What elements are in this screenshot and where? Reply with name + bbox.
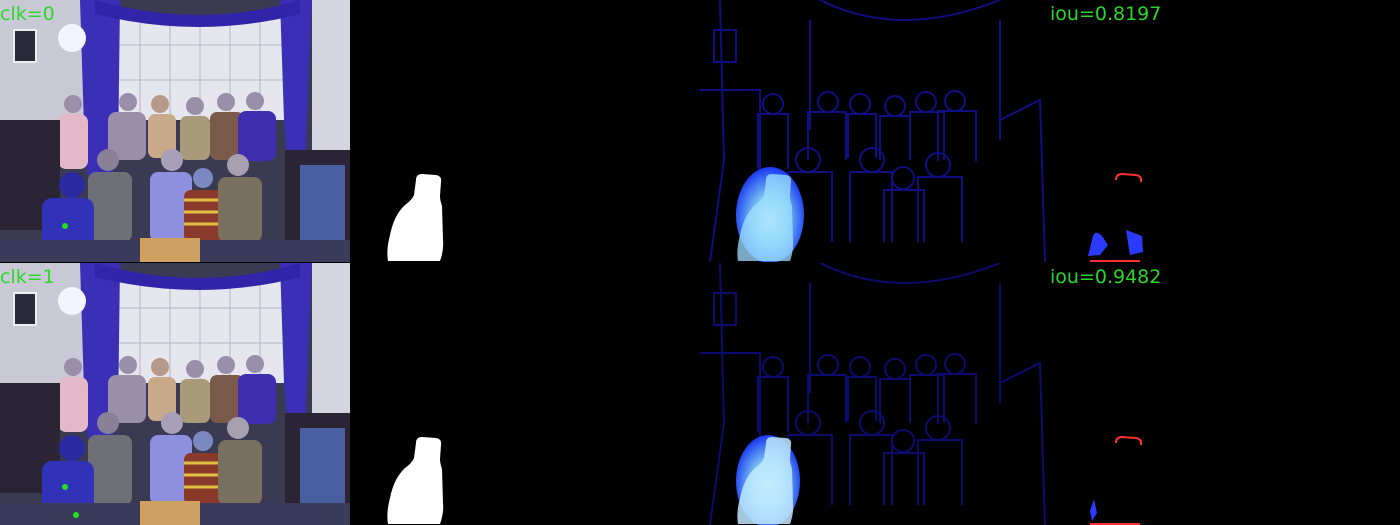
ground-truth-mask-panel xyxy=(350,263,700,525)
probability-heatmap-panel xyxy=(700,263,1050,525)
input-photo-panel: clk=0 xyxy=(0,0,350,262)
mask-silhouette xyxy=(350,0,700,262)
heatmap-image xyxy=(700,263,1050,525)
clicks-label: clk=1 xyxy=(0,266,55,288)
error-map-image xyxy=(1050,0,1400,262)
error-map-panel: iou=0.9482 xyxy=(1050,263,1400,525)
input-photo-panel: clk=1 xyxy=(0,263,350,525)
family-photo xyxy=(0,0,350,262)
click-point xyxy=(73,512,79,518)
probability-heatmap-panel xyxy=(700,0,1050,262)
iou-label: iou=0.9482 xyxy=(1050,266,1162,288)
error-map-panel: iou=0.8197 xyxy=(1050,0,1400,262)
clicks-label: clk=0 xyxy=(0,3,55,25)
mask-silhouette xyxy=(350,263,700,525)
click-point xyxy=(62,223,68,229)
error-map-image xyxy=(1050,263,1400,525)
row-clicks-1: clk=1 xyxy=(0,263,1400,525)
click-point xyxy=(62,484,68,490)
heatmap-image xyxy=(700,0,1050,262)
row-clicks-0: clk=0 xyxy=(0,0,1400,262)
iou-label: iou=0.8197 xyxy=(1050,3,1162,25)
ground-truth-mask-panel xyxy=(350,0,700,262)
family-photo xyxy=(0,263,350,525)
